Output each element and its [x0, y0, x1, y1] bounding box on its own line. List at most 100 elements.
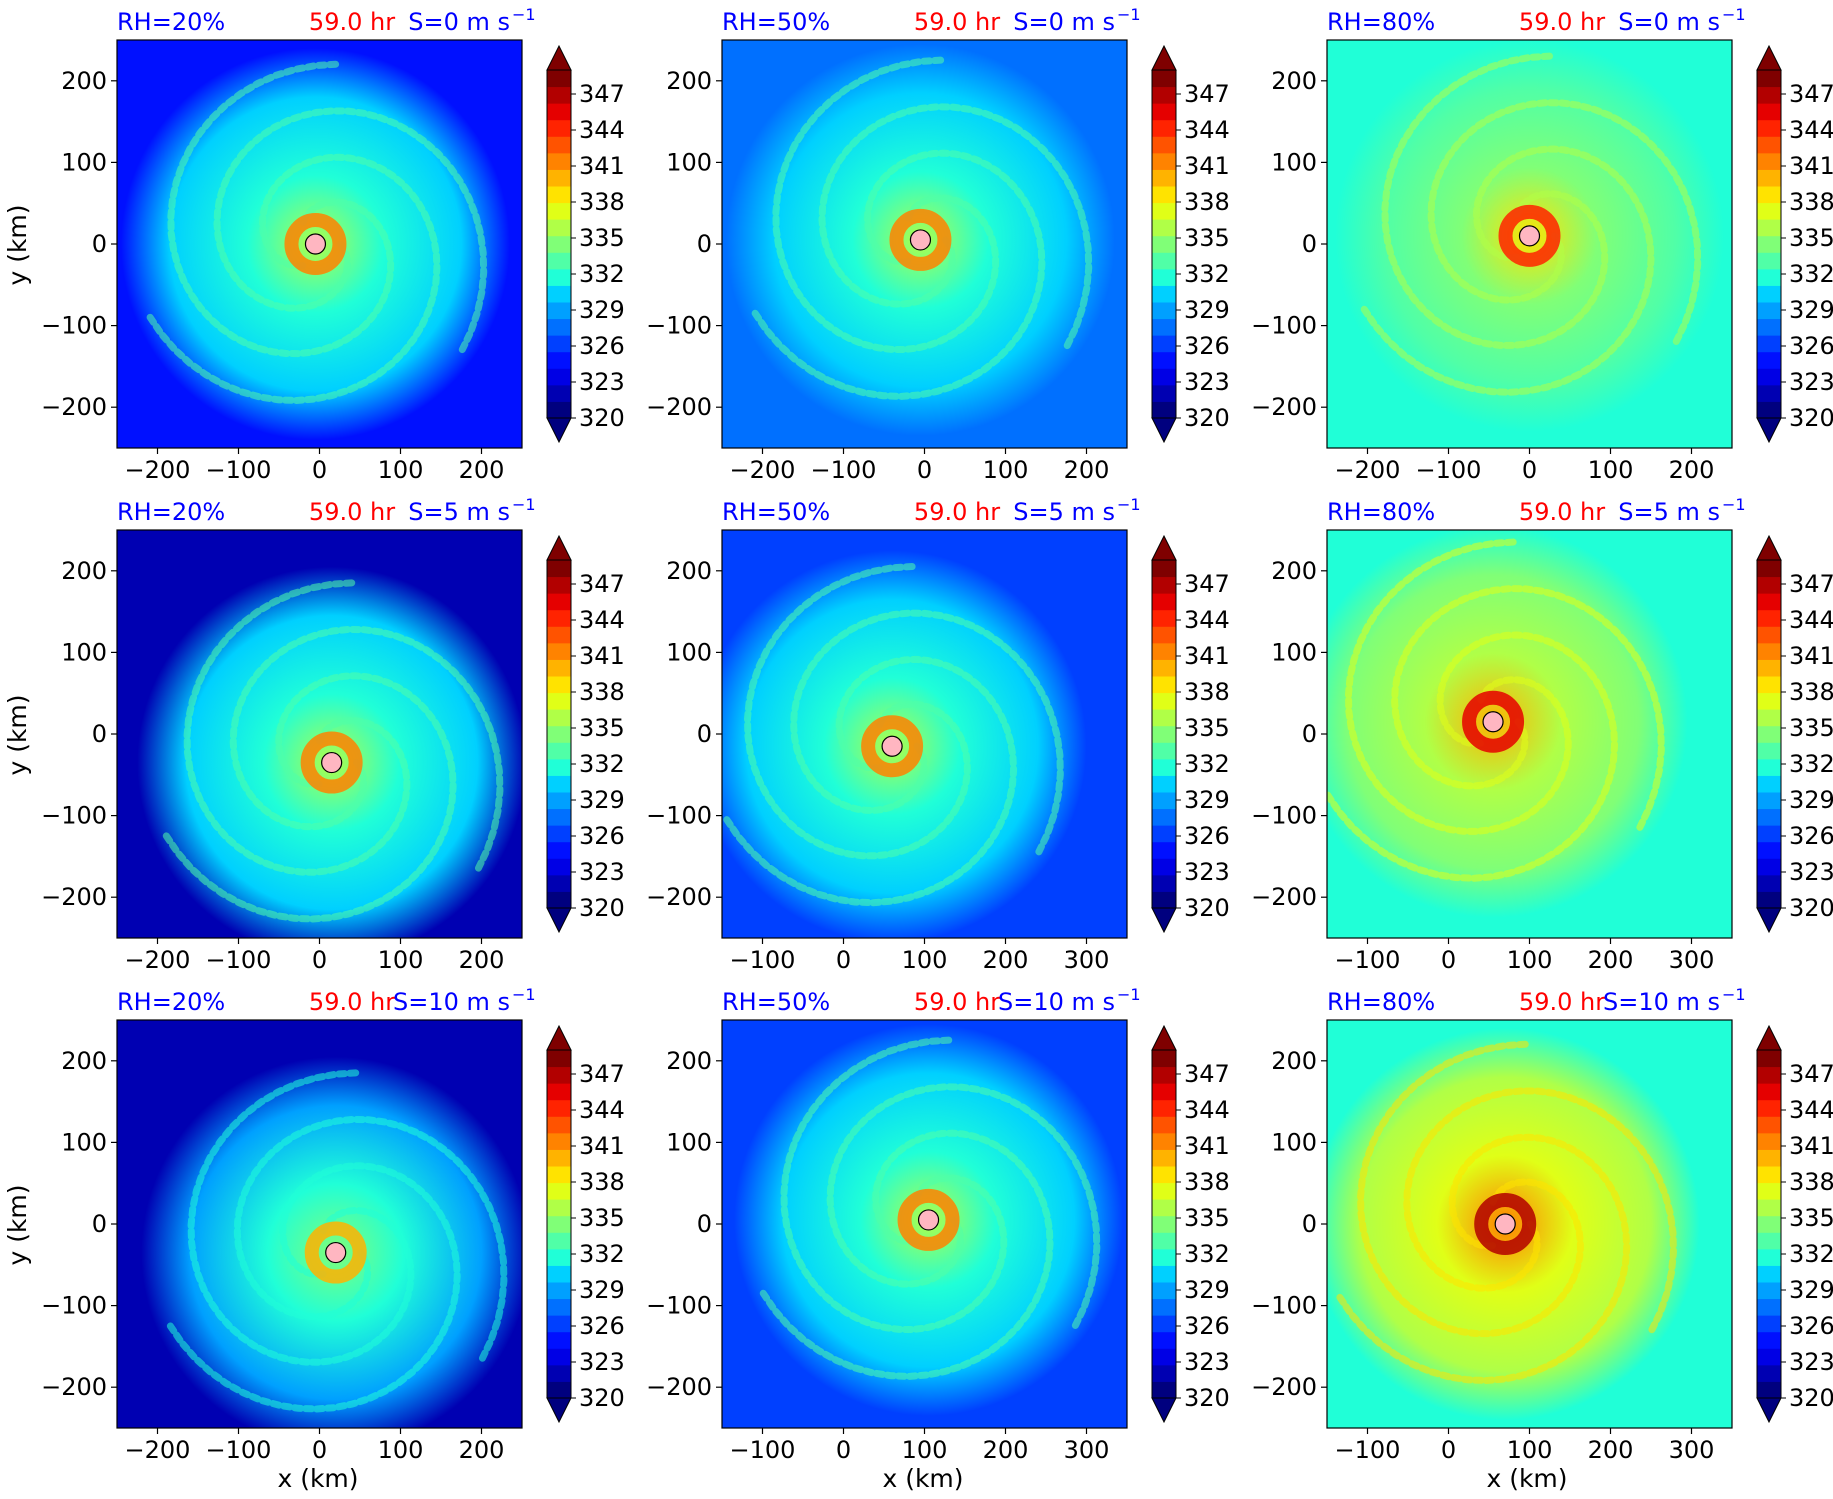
- colorbar-segment: [547, 1116, 571, 1134]
- colorbar-tick-label: 341: [1184, 642, 1230, 670]
- colorbar-segment: [547, 351, 571, 369]
- colorbar-frame: [1756, 69, 1782, 419]
- y-tick-label: 100: [1271, 1128, 1317, 1156]
- colorbar-segment: [547, 152, 571, 170]
- colorbar-segment: [1757, 401, 1781, 419]
- rainband: [772, 56, 1000, 354]
- rainband: [759, 1129, 1054, 1380]
- colorbar-tick-label: 344: [1184, 606, 1230, 634]
- x-tick-label: 200: [1588, 946, 1634, 974]
- y-tick-label: 100: [666, 1128, 712, 1156]
- storm-center-marker: [304, 233, 327, 255]
- rainband: [187, 1069, 415, 1366]
- colorbar-segment: [547, 1182, 571, 1200]
- colorbar-segment: [1152, 1232, 1176, 1250]
- colorbar-extend-max: [546, 1024, 572, 1051]
- colorbar-segment: [547, 186, 571, 204]
- colorbar-segment: [1757, 169, 1781, 187]
- colorbar-segment: [1152, 692, 1176, 710]
- colorbar-tick-label: 341: [579, 642, 625, 670]
- colorbar-segment: [1152, 593, 1176, 611]
- panel-1: −200 −100 0 100 200 200 100 0 −100 −200 RH=20% 59.0…: [41, 5, 625, 484]
- panel-rh-label: RH=80%: [1327, 8, 1435, 36]
- colorbar-segment: [1152, 709, 1176, 727]
- colorbar-segment: [547, 1282, 571, 1300]
- colorbar-tick-label: 335: [579, 224, 625, 252]
- y-tick-label: 0: [92, 720, 107, 748]
- colorbar-segment: [1757, 841, 1781, 859]
- colorbar-tick-label: 326: [579, 332, 625, 360]
- colorbar-extend-min: [546, 417, 572, 444]
- storm-center-marker: [1518, 225, 1541, 247]
- colorbar-segment: [1757, 219, 1781, 237]
- x-tick-label: −200: [730, 456, 796, 484]
- x-tick-label: −200: [1335, 456, 1401, 484]
- colorbar-segment: [1152, 858, 1176, 876]
- colorbar-segment: [1757, 742, 1781, 760]
- y-tick-label: 0: [697, 720, 712, 748]
- colorbar-segment: [547, 874, 571, 892]
- x-tick-label: 100: [1588, 456, 1634, 484]
- y-tick-label: 200: [61, 1047, 107, 1075]
- panel-6: −100 0 100 200 300 200 100 0 −100 −200 RH=80% 59.0 …: [1251, 495, 1833, 974]
- y-tick-label: 200: [666, 67, 712, 95]
- colorbar-extend-max: [1151, 1024, 1177, 1051]
- colorbar-segment: [1757, 1298, 1781, 1316]
- y-tick-label: 0: [1302, 720, 1317, 748]
- colorbar-tick-label: 320: [1789, 404, 1833, 432]
- colorbar-segment: [1757, 676, 1781, 694]
- y-tick-label: 100: [61, 148, 107, 176]
- x-tick-label: −100: [1335, 1436, 1401, 1464]
- eyewall: [284, 213, 347, 275]
- colorbar-segment: [1757, 1232, 1781, 1250]
- colorbar-segment: [547, 692, 571, 710]
- panel-2: −200 −100 0 100 200 200 100 0 −100 −200 RH=50% 59.0…: [646, 5, 1230, 484]
- colorbar-segment: [1757, 792, 1781, 810]
- colorbar-segment: [1152, 119, 1176, 137]
- storm-center-marker: [1494, 1213, 1516, 1235]
- colorbar-segment: [547, 1348, 571, 1366]
- x-tick-label: 0: [1522, 456, 1537, 484]
- colorbar-segment: [1152, 1315, 1176, 1333]
- colorbar-segment: [1152, 676, 1176, 694]
- colorbar-tick-label: 323: [1789, 368, 1833, 396]
- panel-4: −200 −100 0 100 200 200 100 0 −100 −200 RH=20% 59.0…: [41, 495, 625, 974]
- colorbar-tick-label: 323: [1184, 1348, 1230, 1376]
- rainband: [826, 1083, 1101, 1330]
- colorbar-tick-label: 344: [1789, 116, 1833, 144]
- colorbar-frame: [546, 69, 572, 419]
- y-tick-label: −100: [646, 1292, 712, 1320]
- colorbar-tick-label: 347: [579, 80, 625, 108]
- colorbar-tick-label: 329: [579, 786, 625, 814]
- colorbar-segment: [547, 1132, 571, 1150]
- y-tick-label: −200: [646, 883, 712, 911]
- colorbar-segment: [1152, 775, 1176, 793]
- colorbar-segment: [547, 858, 571, 876]
- x-tick-label: 200: [459, 1436, 505, 1464]
- colorbar-segment: [547, 1364, 571, 1382]
- colorbar-tick-label: 335: [1184, 1204, 1230, 1232]
- y-tick-label: 200: [666, 557, 712, 585]
- colorbar-segment: [1757, 593, 1781, 611]
- colorbar-tick-label: 332: [1184, 750, 1230, 778]
- colorbar-segment: [1757, 692, 1781, 710]
- panel-rh-label: RH=80%: [1327, 498, 1435, 526]
- colorbar-segment: [1152, 70, 1176, 88]
- colorbar-segment: [1152, 186, 1176, 204]
- rainband: [1403, 1087, 1677, 1334]
- panel-3: −200 −100 0 100 200 200 100 0 −100 −200 RH=80% 59.0…: [1251, 5, 1833, 484]
- colorbar-tick-label: 335: [1184, 224, 1230, 252]
- rainband: [1344, 538, 1572, 835]
- y-tick-label: 200: [61, 557, 107, 585]
- colorbar-segment: [1757, 1149, 1781, 1167]
- colorbar-segment: [547, 1331, 571, 1349]
- colorbar-segment: [1152, 401, 1176, 419]
- colorbar-tick-label: 341: [1789, 642, 1833, 670]
- y-tick-label: −200: [1251, 393, 1317, 421]
- colorbar-segment: [1757, 1381, 1781, 1399]
- colorbar-segment: [1757, 1315, 1781, 1333]
- colorbar-segment: [1757, 351, 1781, 369]
- colorbar-segment: [547, 219, 571, 237]
- colorbar-segment: [1152, 659, 1176, 677]
- panel-rh-label: RH=20%: [117, 498, 225, 526]
